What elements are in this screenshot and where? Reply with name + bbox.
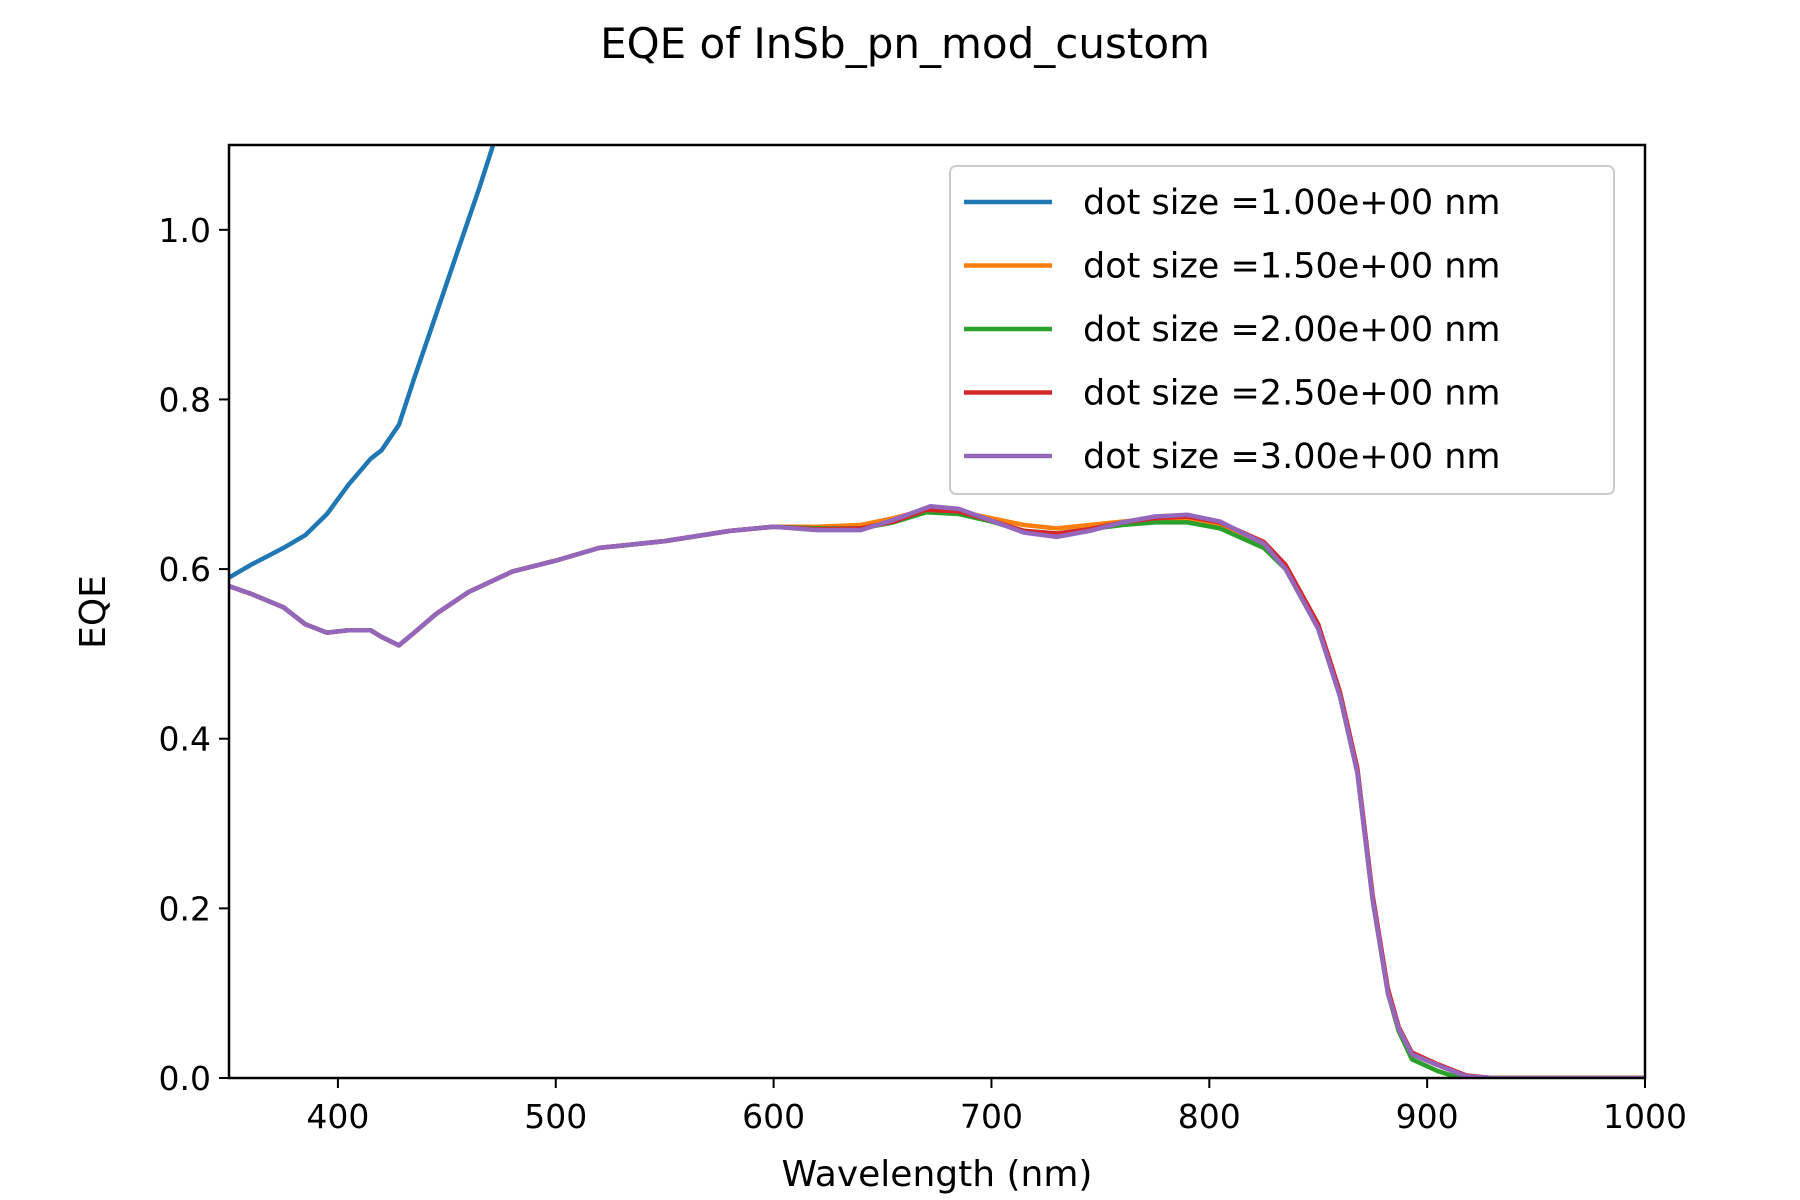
- plot-area-frame: [227, 143, 1647, 1080]
- x-tick-label: 600: [742, 1097, 805, 1136]
- y-tick-label: 0.0: [159, 1059, 211, 1098]
- y-tick-label: 0.6: [159, 550, 211, 589]
- y-tick-label: 0.8: [159, 380, 211, 419]
- x-tick-label: 900: [1396, 1097, 1459, 1136]
- chart-title: EQE of InSb_pn_mod_custom: [600, 19, 1210, 68]
- y-tick-label: 1.0: [159, 211, 211, 250]
- y-tick-label: 0.2: [159, 889, 211, 928]
- x-tick-label: 500: [524, 1097, 587, 1136]
- x-axis-title: Wavelength (nm): [782, 1154, 1093, 1195]
- legend-label-1: dot size =1.00e+00 nm: [1083, 183, 1501, 223]
- y-tick-label: 0.4: [159, 720, 211, 759]
- x-tick-label: 400: [306, 1097, 369, 1136]
- series-layer: [229, 145, 1645, 1078]
- x-tick-label: 800: [1178, 1097, 1241, 1136]
- legend-label-5: dot size =3.00e+00 nm: [1083, 437, 1501, 477]
- legend-label-2: dot size =1.50e+00 nm: [1083, 247, 1501, 287]
- legend-label-3: dot size =2.00e+00 nm: [1083, 310, 1501, 350]
- x-tick-label: 700: [960, 1097, 1023, 1136]
- y-axis-title: EQE: [73, 575, 114, 649]
- legend-label-4: dot size =2.50e+00 nm: [1083, 374, 1501, 414]
- legend: dot size =1.00e+00 nm dot size =1.50e+00 …: [949, 165, 1615, 495]
- series-line-5: [229, 504, 1645, 1078]
- x-axis-ticks: 400 500 600 700 800 900 1000: [306, 1078, 1687, 1136]
- legend-box: [949, 165, 1615, 495]
- y-axis-ticks: 0.0 0.2 0.4 0.6 0.8 1.0: [159, 211, 229, 1098]
- x-tick-label: 1000: [1603, 1097, 1687, 1136]
- series-line-1: [229, 145, 496, 580]
